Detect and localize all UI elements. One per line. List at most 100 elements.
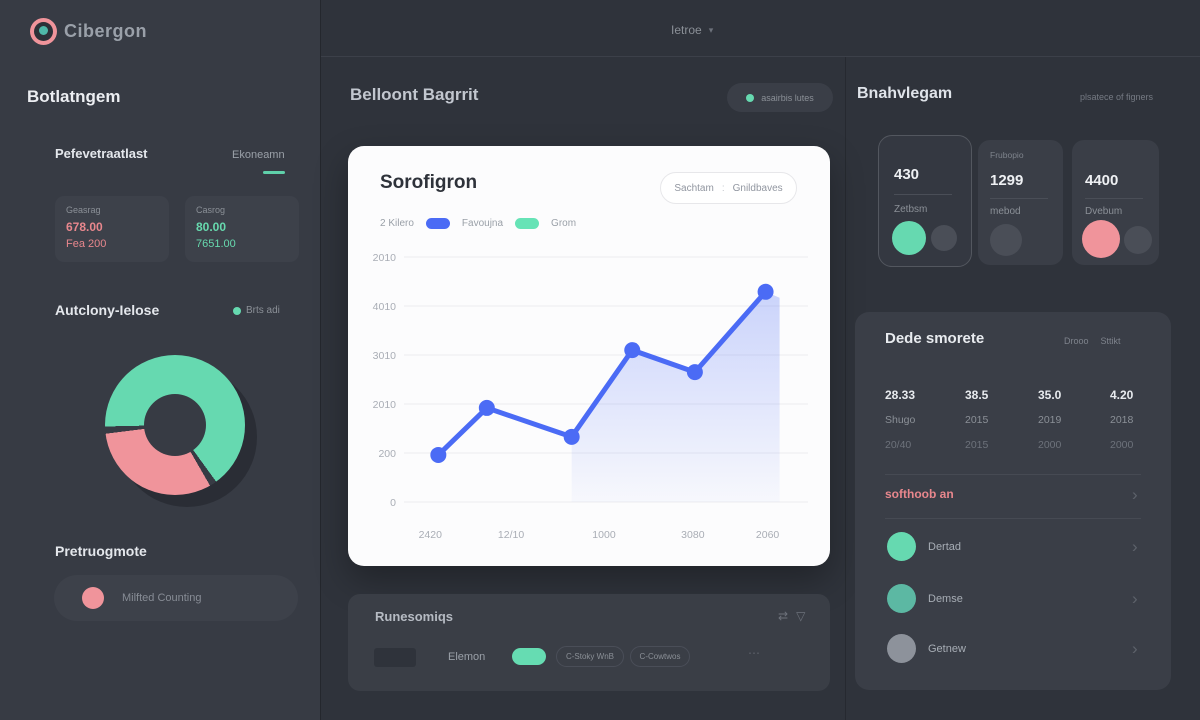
chevron-right-icon[interactable]: › (1132, 485, 1138, 504)
kpi-circle-pink-icon (1082, 220, 1120, 258)
sidebar-footer-pill[interactable]: Milfted Counting (54, 575, 298, 621)
kpi-card-2[interactable]: Frubopio 1299 mebod (978, 140, 1063, 265)
stat-sub: 7651.00 (196, 238, 236, 250)
alert-link[interactable]: softhoob an (885, 487, 954, 501)
controls-card (348, 594, 830, 691)
chart-line (435, 289, 769, 458)
logo-swirl-icon (39, 26, 48, 35)
list-item[interactable]: Demse › (885, 584, 1147, 614)
active-tab-underline (263, 171, 285, 174)
status-dot-icon (746, 93, 755, 102)
kpi-label: Zetbsm (894, 204, 928, 215)
divider (894, 194, 952, 195)
chart-point (563, 428, 580, 445)
list-item[interactable]: Getnew › (885, 634, 1147, 664)
data-table-card (855, 312, 1171, 690)
controls-card-title: Runesomiqs (375, 609, 454, 624)
donut-legend-label: Brts adi (246, 305, 280, 316)
kpi-circle-gray-icon (990, 224, 1022, 256)
performance-link[interactable]: Ekoneamn (232, 149, 285, 161)
chart-range-toggle[interactable]: Sachtam : Gnildbaves (660, 172, 797, 204)
list-item-label: Getnew (928, 643, 966, 655)
table-row: 28.33 38.5 35.0 4.20 (885, 388, 1147, 402)
list-item-label: Dertad (928, 541, 962, 553)
chart-area-fill (571, 291, 780, 502)
field-label: Elemon (448, 651, 486, 663)
kpi-value: 4400 (1085, 172, 1119, 189)
kpi-label: mebod (990, 206, 1021, 217)
sidebar-stat-card-2[interactable]: Casrog 80.00 7651.00 (185, 196, 299, 262)
x-tick-label: 1000 (592, 529, 616, 541)
stat-label: Geasrag (66, 205, 101, 215)
cell: 2015 (965, 414, 989, 426)
divider (990, 198, 1048, 199)
right-panel-title: Bnahvlegam (857, 85, 953, 102)
sidebar-title: Botlatngem (27, 87, 121, 106)
cell: 38.5 (965, 388, 989, 402)
kpi-card-3[interactable]: 4400 Dvebum (1072, 140, 1159, 265)
kpi-label: Dvebum (1085, 206, 1123, 217)
cell: 4.20 (1110, 388, 1134, 402)
section-title: Belloont Bagrrit (350, 85, 479, 104)
kpi-card-1[interactable]: 430 Zetbsm (878, 135, 972, 267)
cell: 2018 (1110, 414, 1134, 426)
cell: 20/40 (885, 439, 912, 451)
avatar (887, 634, 916, 663)
table-card-title: Dede smorete (885, 330, 985, 347)
divider (1085, 198, 1143, 199)
small-input[interactable] (374, 648, 416, 667)
y-tick-label: 2010 (373, 252, 397, 264)
kpi-eyebrow: Frubopio (990, 150, 1024, 160)
chart-point (686, 364, 703, 381)
meta-item-2[interactable]: Sttikt (1100, 336, 1121, 346)
chevron-right-icon[interactable]: › (1132, 537, 1138, 556)
pink-dot-icon (82, 587, 104, 609)
chevron-right-icon[interactable]: › (1132, 639, 1138, 658)
donut-hole (144, 394, 206, 456)
donut-chart (105, 355, 245, 495)
chart-point (430, 446, 447, 463)
cell: Shugo (885, 414, 916, 426)
right-panel-subtitle: plsatece of figners (1080, 92, 1154, 102)
status-pill[interactable]: asairbis lutes (727, 83, 833, 112)
list-item[interactable]: Dertad › (885, 532, 1147, 562)
cell: 2015 (965, 439, 989, 451)
filter-icon[interactable]: ▽ (796, 609, 806, 623)
x-tick-label: 3080 (681, 529, 705, 541)
controls-card-icons: ⇄ ▽ (778, 609, 805, 623)
performance-section-label: Pefevetraatlast (55, 146, 148, 161)
legend-series-2-label: Grom (551, 218, 577, 229)
toggle-option-right[interactable]: Gnildbaves (732, 182, 783, 194)
chevron-right-icon[interactable]: › (1132, 589, 1138, 608)
donut-section-title: Autclony-Ielose (55, 302, 160, 318)
more-icon[interactable]: ⋯ (748, 646, 762, 660)
option-pill-1[interactable]: C-Stoky WnB (556, 646, 624, 667)
stat-sub: Fea 200 (66, 238, 107, 250)
legend-swatch-green-icon (515, 218, 540, 229)
meta-item-1[interactable]: Drooo (1064, 336, 1089, 346)
legend-series-1-label: Favoujna (461, 218, 504, 229)
kpi-value: 430 (894, 166, 920, 183)
period-dropdown[interactable]: Ietroe ▾ (671, 23, 713, 37)
cell: 2000 (1038, 439, 1062, 451)
toggle-option-left[interactable]: Sachtam (674, 182, 714, 194)
cell: 28.33 (885, 388, 916, 402)
chart-point (478, 399, 495, 416)
logo-text: Cibergon (64, 21, 147, 41)
kpi-circle-gray-icon (1124, 226, 1152, 254)
topbar: Ietroe ▾ Fuecivig Cobbem (321, 0, 1200, 57)
dropdown-label: Ietroe (671, 23, 702, 37)
legend-swatch-blue-icon (425, 218, 450, 229)
vertical-divider (845, 57, 846, 720)
x-tick-label: 2420 (419, 529, 443, 541)
kpi-value: 1299 (990, 172, 1024, 189)
x-tick-label: 2060 (756, 529, 780, 541)
toggle-switch[interactable] (512, 648, 546, 665)
swap-icon[interactable]: ⇄ (778, 609, 789, 623)
stat-value: 678.00 (66, 220, 103, 234)
option-pill-2[interactable]: C-Cowtwos (630, 646, 690, 667)
sidebar-stat-card-1[interactable]: Geasrag 678.00 Fea 200 (55, 196, 169, 262)
chart-point (624, 342, 641, 359)
